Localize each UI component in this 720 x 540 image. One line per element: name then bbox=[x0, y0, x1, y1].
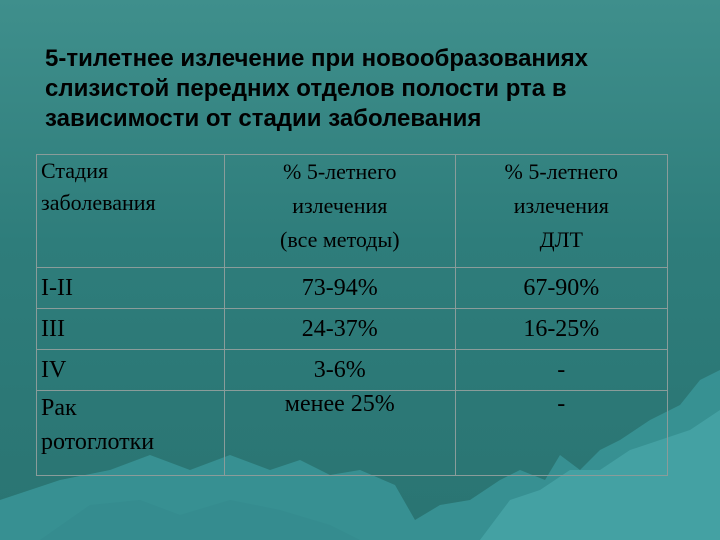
row-dlt: - bbox=[454, 390, 669, 476]
row-dlt: 67-90% bbox=[454, 267, 669, 309]
header-all-methods: % 5-летнего излечения (все методы) bbox=[223, 154, 456, 268]
row-all-methods: 24-37% bbox=[223, 308, 456, 350]
table-header-row: Стадия заболевания % 5-летнего излечения… bbox=[36, 154, 669, 268]
table-row: III 24-37% 16-25% bbox=[36, 308, 669, 350]
table-row: I-II 73-94% 67-90% bbox=[36, 267, 669, 309]
table-row: Рак ротоглотки менее 25% - bbox=[36, 390, 669, 476]
row-dlt: 16-25% bbox=[454, 308, 669, 350]
row-dlt: - bbox=[454, 349, 669, 391]
row-all-methods: 73-94% bbox=[223, 267, 456, 309]
row-all-methods: менее 25% bbox=[223, 390, 456, 476]
row-all-methods: 3-6% bbox=[223, 349, 456, 391]
slide-title: 5-тилетнее излечение при новообразования… bbox=[45, 45, 589, 132]
survival-table: Стадия заболевания % 5-летнего излечения… bbox=[36, 154, 669, 476]
header-stage: Стадия заболевания bbox=[36, 154, 225, 268]
row-stage: IV bbox=[36, 349, 225, 391]
row-stage: I-II bbox=[36, 267, 225, 309]
header-dlt: % 5-летнего излечения ДЛТ bbox=[454, 154, 669, 268]
row-stage: Рак ротоглотки bbox=[36, 390, 225, 476]
table-row: IV 3-6% - bbox=[36, 349, 669, 391]
row-stage: III bbox=[36, 308, 225, 350]
